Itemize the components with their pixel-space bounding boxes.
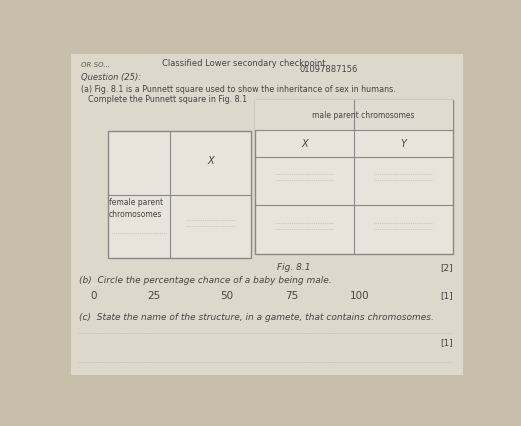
Text: X: X — [301, 139, 308, 149]
Text: X: X — [207, 155, 214, 165]
Text: 0: 0 — [90, 291, 96, 300]
Bar — [255, 101, 453, 130]
Text: [1]: [1] — [440, 337, 453, 346]
Text: OR SO...: OR SO... — [81, 62, 110, 68]
Text: 100: 100 — [350, 291, 370, 300]
Text: male parent chromosomes: male parent chromosomes — [313, 111, 415, 120]
Text: (c)  State the name of the structure, in a gamete, that contains chromosomes.: (c) State the name of the structure, in … — [79, 312, 434, 321]
Text: (b)  Circle the percentage chance of a baby being male.: (b) Circle the percentage chance of a ba… — [79, 276, 332, 285]
Text: [2]: [2] — [440, 262, 453, 271]
Bar — [255, 101, 453, 255]
Text: (a) Fig. 8.1 is a Punnett square used to show the inheritance of sex in humans.: (a) Fig. 8.1 is a Punnett square used to… — [81, 85, 395, 94]
Text: 01097887156: 01097887156 — [300, 65, 358, 74]
Text: 50: 50 — [220, 291, 233, 300]
Text: Fig. 8.1: Fig. 8.1 — [277, 262, 311, 271]
Text: 25: 25 — [147, 291, 160, 300]
Text: female parent
chromosomes: female parent chromosomes — [108, 198, 163, 218]
Text: Question (25):: Question (25): — [81, 72, 141, 82]
Bar — [108, 132, 251, 259]
Text: Y: Y — [400, 139, 406, 149]
Text: 75: 75 — [284, 291, 298, 300]
Text: Complete the Punnett square in Fig. 8.1: Complete the Punnett square in Fig. 8.1 — [89, 95, 247, 104]
Text: Classified Lower secondary checkpoint: Classified Lower secondary checkpoint — [162, 59, 325, 68]
Text: [1]: [1] — [440, 291, 453, 300]
